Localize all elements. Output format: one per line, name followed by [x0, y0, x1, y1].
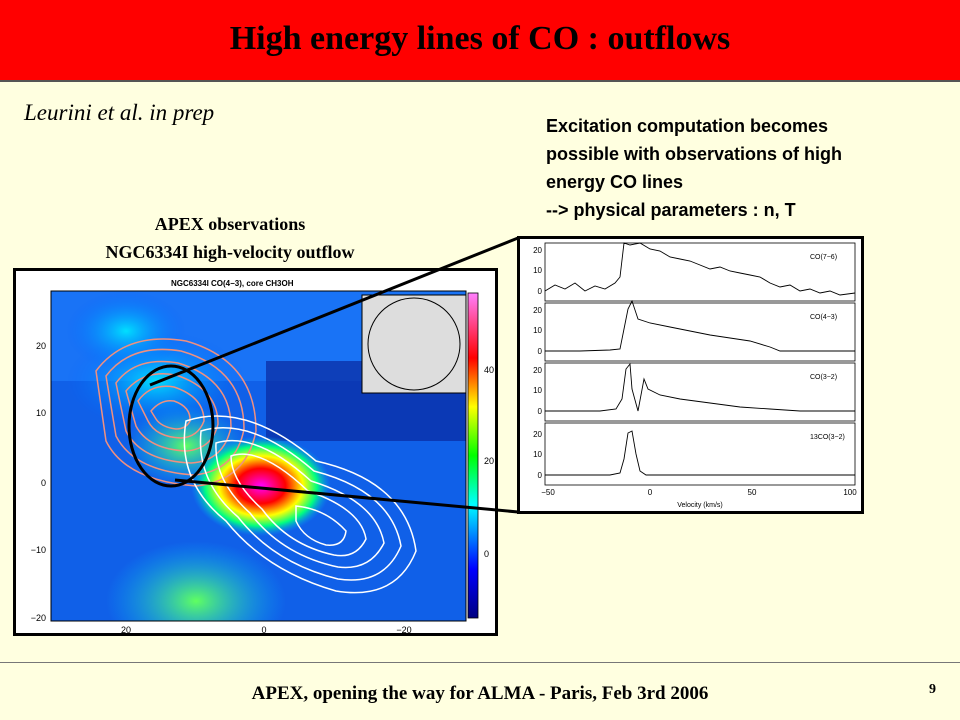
title-banner: [0, 0, 960, 82]
spectrum-co76: [544, 242, 856, 296]
spectrum-co32: [545, 362, 855, 412]
spectrum-13co32: [545, 430, 855, 476]
excitation-text: Excitation computation becomes possible …: [546, 112, 898, 224]
map-x-tick: 0: [261, 625, 266, 633]
colorbar-tick: 0: [484, 549, 489, 559]
map-title: NGC6334I CO(4−3), core CH3OH: [171, 279, 294, 288]
outflow-map-panel: NGC6334I CO(4−3), core CH3OH: [13, 268, 498, 636]
spectra-x-tick: −50: [541, 488, 555, 497]
colorbar-tick: 40: [484, 365, 494, 375]
map-y-tick: 20: [36, 341, 46, 351]
excitation-line-3: energy CO lines: [546, 172, 684, 192]
spectra-y-tick: 10: [533, 326, 542, 335]
line-label: CO(4−3): [810, 314, 837, 321]
outflow-map-figure: NGC6334I CO(4−3), core CH3OH: [31, 279, 494, 635]
spectra-y-tick: 0: [538, 407, 543, 416]
slide-title: High energy lines of CO : outflows: [229, 20, 731, 57]
colorbar-tick: 20: [484, 456, 494, 466]
spectra-y-tick: 10: [533, 266, 542, 275]
excitation-line-1: Excitation computation becomes: [546, 116, 829, 136]
footer-divider: [0, 662, 960, 663]
colorbar: [467, 292, 479, 619]
spectra-y-tick: 20: [533, 366, 542, 375]
spectra-x-tick: 100: [843, 488, 857, 497]
spectra-x-label: Velocity (km/s): [677, 502, 723, 509]
map-x-tick: 20: [121, 625, 131, 633]
excitation-line-4: --> physical parameters : n, T: [546, 200, 796, 220]
spectra-y-tick: 20: [533, 306, 542, 315]
map-y-tick: −20: [31, 613, 46, 623]
spectra-y-tick: 20: [533, 246, 542, 255]
line-label: CO(7−6): [810, 254, 837, 261]
map-caption-line-2: NGC6334I high-velocity outflow: [105, 242, 355, 262]
line-label: 13CO(3−2): [810, 434, 845, 441]
spectra-figure: CO(7−6) CO(4−3) CO(3−2) 13CO(3−2) 20 10 …: [533, 242, 857, 509]
spectra-y-tick: 10: [533, 386, 542, 395]
footer-text: APEX, opening the way for ALMA - Paris, …: [251, 683, 709, 704]
spectra-y-tick: 0: [538, 347, 543, 356]
map-y-tick: −10: [31, 545, 46, 555]
excitation-line-2: possible with observations of high: [546, 144, 843, 164]
spectra-y-tick: 0: [538, 471, 543, 480]
page-number: 9: [929, 682, 936, 697]
spectrum-co43: [545, 299, 855, 352]
spectra-x-tick: 50: [748, 488, 757, 497]
spectra-y-tick: 10: [533, 450, 542, 459]
map-x-tick: −20: [396, 625, 411, 633]
spectra-y-tick: 0: [538, 287, 543, 296]
author-reference: Leurini et al. in prep: [24, 100, 215, 125]
line-label: CO(3−2): [810, 374, 837, 381]
spectra-panel: CO(7−6) CO(4−3) CO(3−2) 13CO(3−2) 20 10 …: [517, 236, 864, 514]
spectra-y-tick: 20: [533, 430, 542, 439]
spectra-x-tick: 0: [648, 488, 653, 497]
map-y-tick: 10: [36, 408, 46, 418]
beam-inset: [361, 294, 467, 394]
map-caption-line-1: APEX observations: [154, 214, 306, 234]
map-y-tick: 0: [41, 478, 46, 488]
